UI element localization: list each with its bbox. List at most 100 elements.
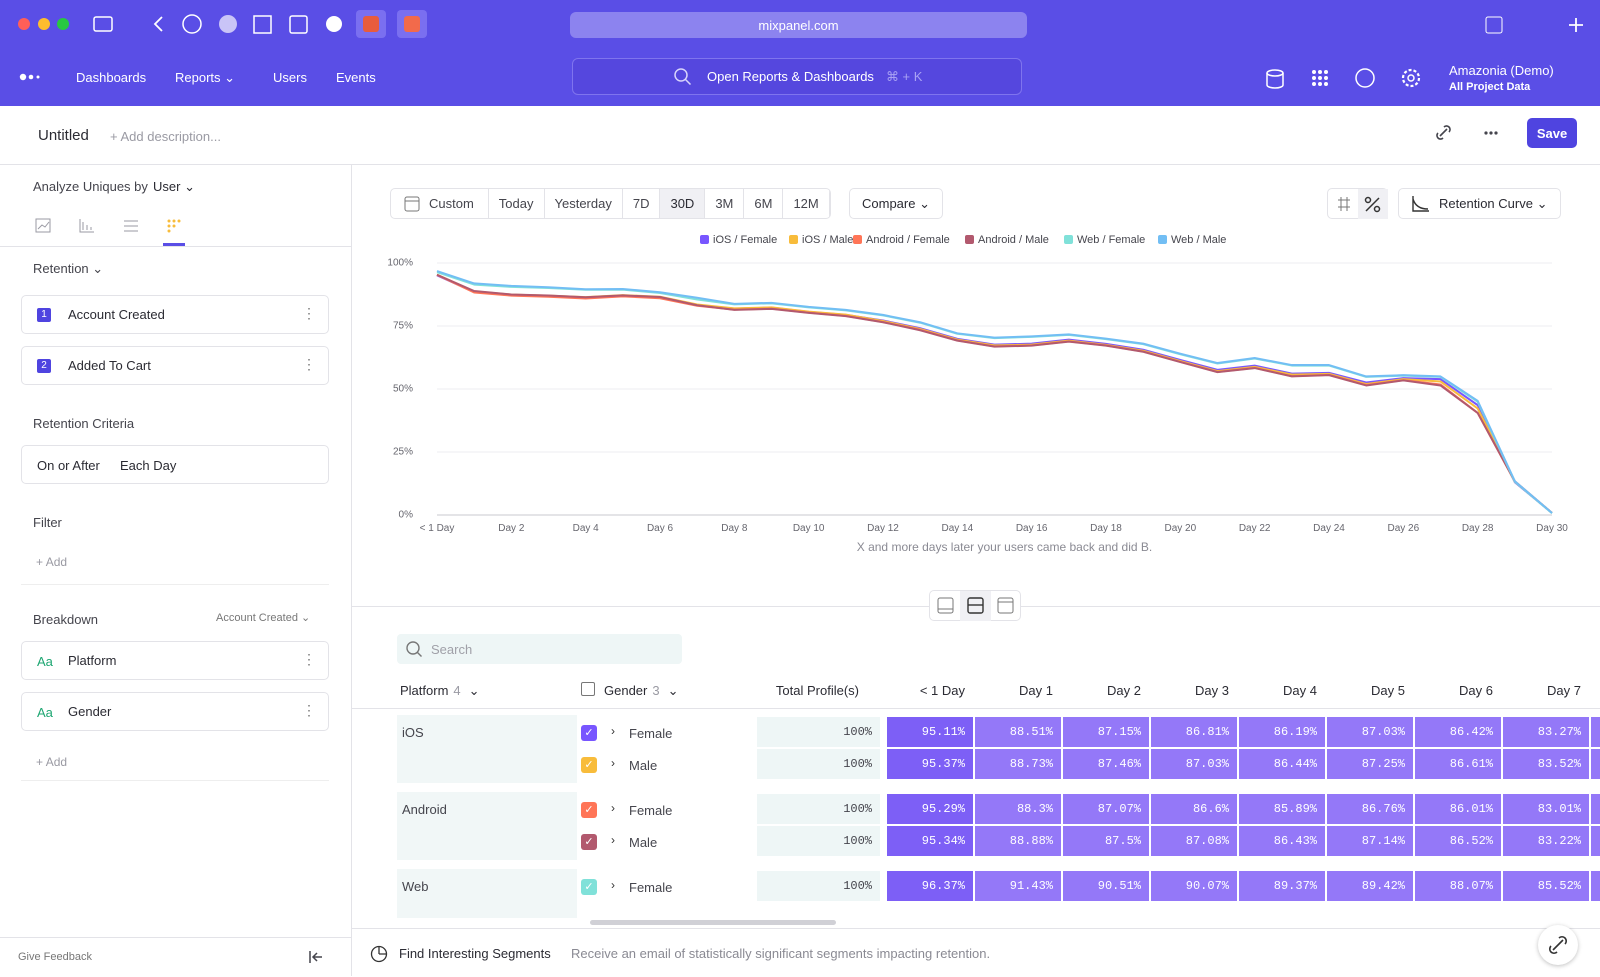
- nav-link[interactable]: Reports ⌄: [175, 70, 235, 86]
- retention-cell[interactable]: 86.76%: [1327, 794, 1413, 824]
- retention-cell[interactable]: 85.89%: [1239, 794, 1325, 824]
- retention-label[interactable]: Retention ⌄: [33, 261, 103, 277]
- column-header[interactable]: Platform4⌄: [400, 683, 480, 699]
- column-header[interactable]: Day 3: [1151, 683, 1229, 698]
- retention-cell[interactable]: 88.3%: [975, 794, 1061, 824]
- more[interactable]: ⋮: [302, 305, 316, 322]
- search-box[interactable]: Open Reports & Dashboards ⌘ + K: [572, 58, 1022, 95]
- retention-cell[interactable]: 86.81%: [1151, 717, 1237, 747]
- compare-button[interactable]: Compare ⌄: [849, 188, 943, 219]
- expand[interactable]: ›: [611, 801, 615, 815]
- project-name[interactable]: Amazonia (Demo): [1449, 63, 1554, 78]
- expand[interactable]: ›: [611, 724, 615, 738]
- segment-checkbox[interactable]: ✓: [581, 879, 597, 895]
- step[interactable]: 2 Added To Cart ⋮: [21, 346, 329, 385]
- retention-cell[interactable]: 83.01%: [1503, 794, 1589, 824]
- date-button[interactable]: 3M: [705, 189, 744, 218]
- retention-cell[interactable]: 87.03%: [1327, 717, 1413, 747]
- more[interactable]: ⋮: [302, 356, 316, 373]
- add-breakdown[interactable]: + Add: [36, 755, 67, 769]
- analyze-value[interactable]: User ⌄: [153, 179, 195, 195]
- retention-cell[interactable]: 83.22%: [1503, 826, 1589, 856]
- retention-cell[interactable]: 87.07%: [1063, 794, 1149, 824]
- retention-cell[interactable]: 86.61%: [1415, 749, 1501, 779]
- step[interactable]: 1 Account Created ⋮: [21, 295, 329, 334]
- column-header[interactable]: Day 7: [1503, 683, 1581, 698]
- date-button[interactable]: 6M: [744, 189, 783, 218]
- retention-cell[interactable]: 91.43%: [975, 871, 1061, 901]
- retention-cell[interactable]: 86.52%: [1415, 826, 1501, 856]
- retention-cell[interactable]: 87.46%: [1063, 749, 1149, 779]
- column-header[interactable]: Day 4: [1239, 683, 1317, 698]
- more[interactable]: ⋮: [302, 702, 316, 719]
- breakdown-event[interactable]: Account Created ⌄: [216, 611, 310, 624]
- retention-cell[interactable]: 86.43%: [1239, 826, 1325, 856]
- more[interactable]: ⋮: [302, 651, 316, 668]
- criteria-box[interactable]: On or After Each Day: [21, 445, 329, 484]
- select-all[interactable]: [581, 682, 595, 696]
- date-button[interactable]: 7D: [623, 189, 661, 218]
- column-header[interactable]: Day 2: [1063, 683, 1141, 698]
- retention-cell[interactable]: 88.07%: [1415, 871, 1501, 901]
- retention-cell[interactable]: 88.73%: [975, 749, 1061, 779]
- retention-cell[interactable]: 95.11%: [887, 717, 973, 747]
- retention-cell[interactable]: 89.42%: [1327, 871, 1413, 901]
- column-header[interactable]: Total Profile(s): [732, 683, 859, 698]
- url-bar[interactable]: mixpanel.com: [570, 12, 1027, 38]
- link-button[interactable]: [1538, 925, 1578, 965]
- nav-link[interactable]: Events: [336, 70, 376, 85]
- retention-cell[interactable]: 86.44%: [1239, 749, 1325, 779]
- segment-checkbox[interactable]: ✓: [581, 802, 597, 818]
- nav-link[interactable]: Dashboards: [76, 70, 146, 85]
- retention-cell[interactable]: 87.5%: [1063, 826, 1149, 856]
- chart-type[interactable]: Retention Curve ⌄: [1398, 188, 1561, 219]
- retention-cell[interactable]: 90.07%: [1151, 871, 1237, 901]
- layout-toggle[interactable]: [929, 590, 1021, 621]
- add-filter[interactable]: + Add: [36, 555, 67, 569]
- view-tabs[interactable]: [30, 215, 200, 247]
- retention-cell[interactable]: 95.29%: [887, 794, 973, 824]
- retention-cell[interactable]: 87.15%: [1063, 717, 1149, 747]
- retention-cell[interactable]: 86.6%: [1151, 794, 1237, 824]
- retention-cell[interactable]: 87.03%: [1151, 749, 1237, 779]
- criteria[interactable]: Each Day: [120, 458, 176, 473]
- breakdown[interactable]: Aa Platform ⋮: [21, 641, 329, 680]
- retention-cell[interactable]: 96.37%: [887, 871, 973, 901]
- retention-cell[interactable]: 87.25%: [1327, 749, 1413, 779]
- retention-cell[interactable]: 87.14%: [1327, 826, 1413, 856]
- retention-cell[interactable]: 85.52%: [1503, 871, 1589, 901]
- segment-checkbox[interactable]: ✓: [581, 725, 597, 741]
- date-button[interactable]: 12M: [783, 189, 829, 218]
- expand[interactable]: ›: [611, 756, 615, 770]
- segment-checkbox[interactable]: ✓: [581, 834, 597, 850]
- scrollbar[interactable]: [590, 920, 836, 925]
- description[interactable]: + Add description...: [110, 129, 221, 144]
- retention-cell[interactable]: 95.34%: [887, 826, 973, 856]
- retention-cell[interactable]: 83.52%: [1503, 749, 1589, 779]
- collapse-icon[interactable]: [308, 949, 326, 965]
- retention-cell[interactable]: 90.51%: [1063, 871, 1149, 901]
- breakdown[interactable]: Aa Gender ⋮: [21, 692, 329, 731]
- save-button[interactable]: Save: [1527, 118, 1577, 148]
- value-toggle[interactable]: [1327, 188, 1388, 219]
- nav-link[interactable]: Users: [273, 70, 307, 85]
- table-search[interactable]: Search: [397, 634, 682, 664]
- date-button[interactable]: Custom: [391, 189, 489, 218]
- date-button[interactable]: Yesterday: [545, 189, 623, 218]
- date-button[interactable]: 30D: [660, 189, 705, 218]
- expand[interactable]: ›: [611, 833, 615, 847]
- segment-checkbox[interactable]: ✓: [581, 757, 597, 773]
- retention-cell[interactable]: 86.01%: [1415, 794, 1501, 824]
- retention-cell[interactable]: 89.37%: [1239, 871, 1325, 901]
- retention-cell[interactable]: 88.51%: [975, 717, 1061, 747]
- retention-cell[interactable]: 83.27%: [1503, 717, 1589, 747]
- retention-cell[interactable]: 86.42%: [1415, 717, 1501, 747]
- retention-cell[interactable]: 86.19%: [1239, 717, 1325, 747]
- date-button[interactable]: Today: [489, 189, 545, 218]
- column-header[interactable]: Day 5: [1327, 683, 1405, 698]
- criteria[interactable]: On or After: [37, 458, 100, 473]
- retention-cell[interactable]: 95.37%: [887, 749, 973, 779]
- column-header[interactable]: Day 6: [1415, 683, 1493, 698]
- retention-cell[interactable]: 88.88%: [975, 826, 1061, 856]
- column-header[interactable]: < 1 Day: [887, 683, 965, 698]
